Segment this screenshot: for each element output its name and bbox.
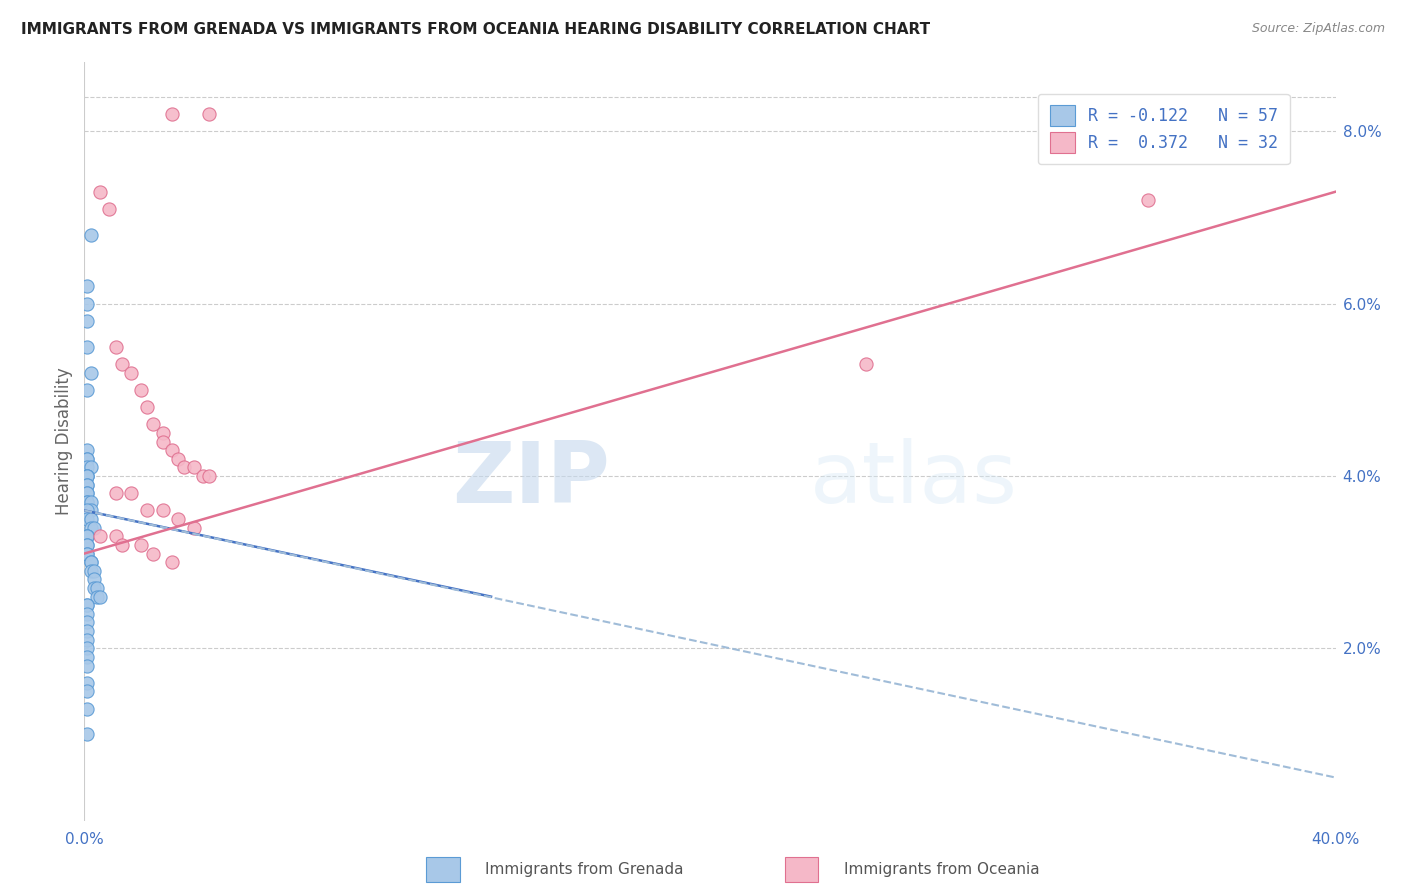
Point bbox=[183, 521, 205, 535]
Point bbox=[152, 503, 174, 517]
Point bbox=[76, 503, 98, 517]
Text: Source: ZipAtlas.com: Source: ZipAtlas.com bbox=[1251, 22, 1385, 36]
Point bbox=[104, 340, 127, 354]
Point bbox=[79, 366, 101, 380]
Point bbox=[83, 564, 105, 578]
Point bbox=[76, 460, 98, 475]
Point bbox=[76, 529, 98, 543]
Point bbox=[76, 701, 98, 715]
Text: IMMIGRANTS FROM GRENADA VS IMMIGRANTS FROM OCEANIA HEARING DISABILITY CORRELATIO: IMMIGRANTS FROM GRENADA VS IMMIGRANTS FR… bbox=[21, 22, 931, 37]
Point bbox=[76, 649, 98, 664]
Point bbox=[136, 503, 159, 517]
Point bbox=[104, 486, 127, 500]
Point bbox=[142, 417, 165, 432]
Text: Immigrants from Grenada: Immigrants from Grenada bbox=[485, 863, 683, 877]
Point bbox=[83, 573, 105, 587]
Point bbox=[79, 460, 101, 475]
Bar bbox=[785, 857, 818, 882]
Text: ZIP: ZIP bbox=[453, 438, 610, 521]
Point bbox=[76, 684, 98, 698]
Point bbox=[76, 486, 98, 500]
Point bbox=[855, 357, 877, 371]
Point bbox=[76, 477, 98, 491]
Point bbox=[136, 400, 159, 414]
Point bbox=[183, 460, 205, 475]
Point bbox=[98, 202, 121, 216]
Point bbox=[76, 615, 98, 630]
Point bbox=[79, 503, 101, 517]
Point bbox=[111, 357, 134, 371]
Point bbox=[167, 512, 190, 526]
Point bbox=[76, 658, 98, 673]
Point bbox=[86, 581, 108, 595]
Point bbox=[76, 495, 98, 509]
Point bbox=[89, 185, 111, 199]
Point bbox=[89, 590, 111, 604]
Point bbox=[76, 486, 98, 500]
Point bbox=[142, 547, 165, 561]
Point bbox=[120, 486, 142, 500]
Point bbox=[76, 538, 98, 552]
Point bbox=[76, 624, 98, 639]
Point bbox=[76, 599, 98, 613]
Point bbox=[193, 469, 215, 483]
Point bbox=[76, 641, 98, 656]
Point bbox=[79, 227, 101, 242]
Point bbox=[76, 607, 98, 621]
Point bbox=[76, 469, 98, 483]
Text: Immigrants from Oceania: Immigrants from Oceania bbox=[844, 863, 1039, 877]
Point bbox=[76, 529, 98, 543]
Point bbox=[76, 727, 98, 741]
Point bbox=[120, 366, 142, 380]
Point bbox=[76, 547, 98, 561]
Point bbox=[79, 564, 101, 578]
Point bbox=[76, 529, 98, 543]
Point bbox=[76, 469, 98, 483]
Point bbox=[198, 107, 221, 121]
Point bbox=[104, 529, 127, 543]
Point bbox=[76, 512, 98, 526]
Point bbox=[89, 529, 111, 543]
Point bbox=[76, 279, 98, 293]
Point bbox=[76, 632, 98, 647]
Point bbox=[79, 521, 101, 535]
Point bbox=[79, 555, 101, 569]
Point bbox=[1136, 194, 1159, 208]
Point bbox=[129, 538, 152, 552]
Point bbox=[129, 383, 152, 397]
Point bbox=[76, 340, 98, 354]
Point bbox=[76, 547, 98, 561]
Point bbox=[160, 107, 183, 121]
Text: atlas: atlas bbox=[810, 438, 1018, 521]
Point bbox=[76, 383, 98, 397]
Y-axis label: Hearing Disability: Hearing Disability bbox=[55, 368, 73, 516]
Point bbox=[83, 521, 105, 535]
Point bbox=[167, 451, 190, 466]
Point bbox=[76, 451, 98, 466]
Point bbox=[198, 469, 221, 483]
Point bbox=[76, 599, 98, 613]
Point bbox=[160, 443, 183, 458]
Point bbox=[76, 675, 98, 690]
Point bbox=[79, 512, 101, 526]
Point bbox=[76, 314, 98, 328]
Bar bbox=[426, 857, 460, 882]
Point bbox=[86, 590, 108, 604]
Point bbox=[76, 495, 98, 509]
Point bbox=[152, 434, 174, 449]
Point bbox=[83, 581, 105, 595]
Point bbox=[76, 451, 98, 466]
Point bbox=[79, 555, 101, 569]
Point bbox=[76, 538, 98, 552]
Point bbox=[160, 555, 183, 569]
Point bbox=[76, 469, 98, 483]
Point bbox=[111, 538, 134, 552]
Point bbox=[76, 296, 98, 310]
Legend: R = -0.122   N = 57, R =  0.372   N = 32: R = -0.122 N = 57, R = 0.372 N = 32 bbox=[1038, 94, 1289, 164]
Point bbox=[76, 443, 98, 458]
Point bbox=[76, 477, 98, 491]
Point bbox=[152, 425, 174, 440]
Point bbox=[173, 460, 195, 475]
Point bbox=[79, 495, 101, 509]
